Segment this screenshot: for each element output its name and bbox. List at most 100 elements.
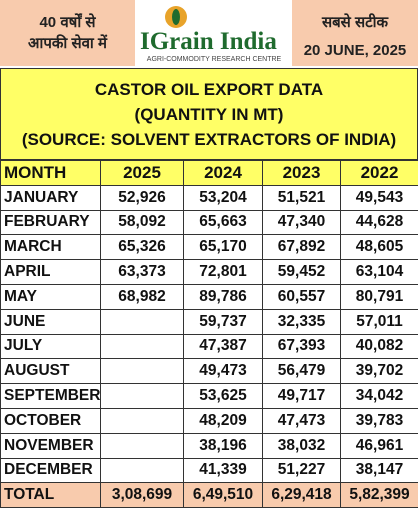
cell: 47,473 [262,407,341,434]
row-label: JULY [0,333,101,360]
cell: 5,82,399 [340,482,418,508]
column-header: 2025 [100,160,184,186]
cell: 63,104 [340,259,418,285]
row-label: FEBRUARY [0,209,101,236]
row-label: JANUARY [0,184,101,211]
cell: 40,082 [340,333,418,360]
slogan: 40 वर्षों से [39,14,96,31]
table-row: NOVEMBER 38,196 38,032 46,961 [0,432,418,459]
empty-cell [100,407,184,434]
row-label: APRIL [0,259,101,285]
cell: 59,452 [262,259,341,285]
row-label: DECEMBER [0,457,101,484]
data-table: MONTH 2025 2024 2023 2022 JANUARY 52,926 53,20… [0,160,418,508]
cell: 49,543 [340,184,418,211]
total-row: TOTAL 3,08,699 6,49,510 6,29,418 5,82,399 [0,482,418,508]
row-label: JUNE [0,308,101,335]
cell: 3,08,699 [100,482,184,508]
table-row: MAY 68,982 89,786 60,557 80,791 [0,283,418,310]
cell: 72,801 [183,259,263,285]
table-row: OCTOBER 48,209 47,473 39,783 [0,407,418,434]
slogan: आपकी सेवा में [28,35,107,52]
cell: 44,628 [340,209,418,236]
row-label: AUGUST [0,358,101,385]
row-label: OCTOBER [0,407,101,434]
column-header: 2023 [262,160,341,186]
cell: 89,786 [183,283,263,310]
cell: 65,663 [183,209,263,236]
cell: 39,702 [340,358,418,385]
logo-icon [165,6,187,28]
empty-cell [100,358,184,385]
column-header: 2024 [183,160,263,186]
cell: 38,147 [340,457,418,484]
cell: 59,737 [183,308,263,335]
cell: 47,340 [262,209,341,236]
table-row: AUGUST 49,473 56,479 39,702 [0,358,418,385]
cell: 32,335 [262,308,341,335]
cell: 60,557 [262,283,341,310]
empty-cell [100,383,184,409]
cell: 57,011 [340,308,418,335]
date-box: सबसे सटीक 20 JUNE, 2025 [292,0,418,66]
empty-cell [100,457,184,484]
table-row: APRIL 63,373 72,801 59,452 63,104 [0,259,418,285]
subtitle: (QUANTITY IN MT) [134,105,284,124]
table-row: JULY 47,387 67,393 40,082 [0,333,418,360]
cell: 47,387 [183,333,263,360]
column-header: MONTH [0,160,101,186]
row-label: MARCH [0,234,101,261]
table-row: JANUARY 52,926 53,204 51,521 49,543 [0,184,418,211]
cell: 51,521 [262,184,341,211]
logo: IGrain India AGRI-COMMODITY RESEARCH CEN… [136,0,292,66]
cell: 65,170 [183,234,263,261]
table-row: SEPTEMBER 53,625 49,717 34,042 [0,383,418,409]
cell: 38,032 [262,432,341,459]
cell: 67,892 [262,234,341,261]
cell: 48,209 [183,407,263,434]
cell: 38,196 [183,432,263,459]
cell: 80,791 [340,283,418,310]
cell: 52,926 [100,184,184,211]
cell: 41,339 [183,457,263,484]
row-label: NOVEMBER [0,432,101,459]
row-label: SEPTEMBER [0,383,101,409]
cell: 49,473 [183,358,263,385]
cell: 56,479 [262,358,341,385]
cell: 68,982 [100,283,184,310]
cell: 63,373 [100,259,184,285]
table-row: DECEMBER 41,339 51,227 38,147 [0,457,418,484]
cell: 39,783 [340,407,418,434]
cell: 6,29,418 [262,482,341,508]
empty-cell [100,333,184,360]
cell: 6,49,510 [183,482,263,508]
row-label: MAY [0,283,101,310]
cell: 67,393 [262,333,341,360]
slogan: सबसे सटीक [321,14,389,31]
date: 20 JUNE, 2025 [303,42,407,59]
cell: 49,717 [262,383,341,409]
table-row: MARCH 65,326 65,170 67,892 48,605 [0,234,418,261]
cell: 58,092 [100,209,184,236]
cell: 53,204 [183,184,263,211]
title-box: CASTOR OIL EXPORT DATA (QUANTITY IN MT) … [0,68,418,160]
cell: 46,961 [340,432,418,459]
column-header: 2022 [340,160,418,186]
cell: 34,042 [340,383,418,409]
cell: 65,326 [100,234,184,261]
table-row: JUNE 59,737 32,335 57,011 [0,308,418,335]
slogan-box: 40 वर्षों से आपकी सेवा में [0,0,135,66]
source: (SOURCE: SOLVENT EXTRACTORS OF INDIA) [21,130,397,149]
row-label: TOTAL [0,482,101,508]
cell: 48,605 [340,234,418,261]
brand: IGrain India [140,28,277,55]
banner: 40 वर्षों से आपकी सेवा में IGrain India … [0,0,418,68]
title: CASTOR OIL EXPORT DATA [94,80,324,99]
table-row: FEBRUARY 58,092 65,663 47,340 44,628 [0,209,418,236]
cell: 53,625 [183,383,263,409]
tagline: AGRI-COMMODITY RESEARCH CENTRE [146,56,282,63]
empty-cell [100,308,184,335]
cell: 51,227 [262,457,341,484]
header-row: MONTH 2025 2024 2023 2022 [0,160,418,186]
